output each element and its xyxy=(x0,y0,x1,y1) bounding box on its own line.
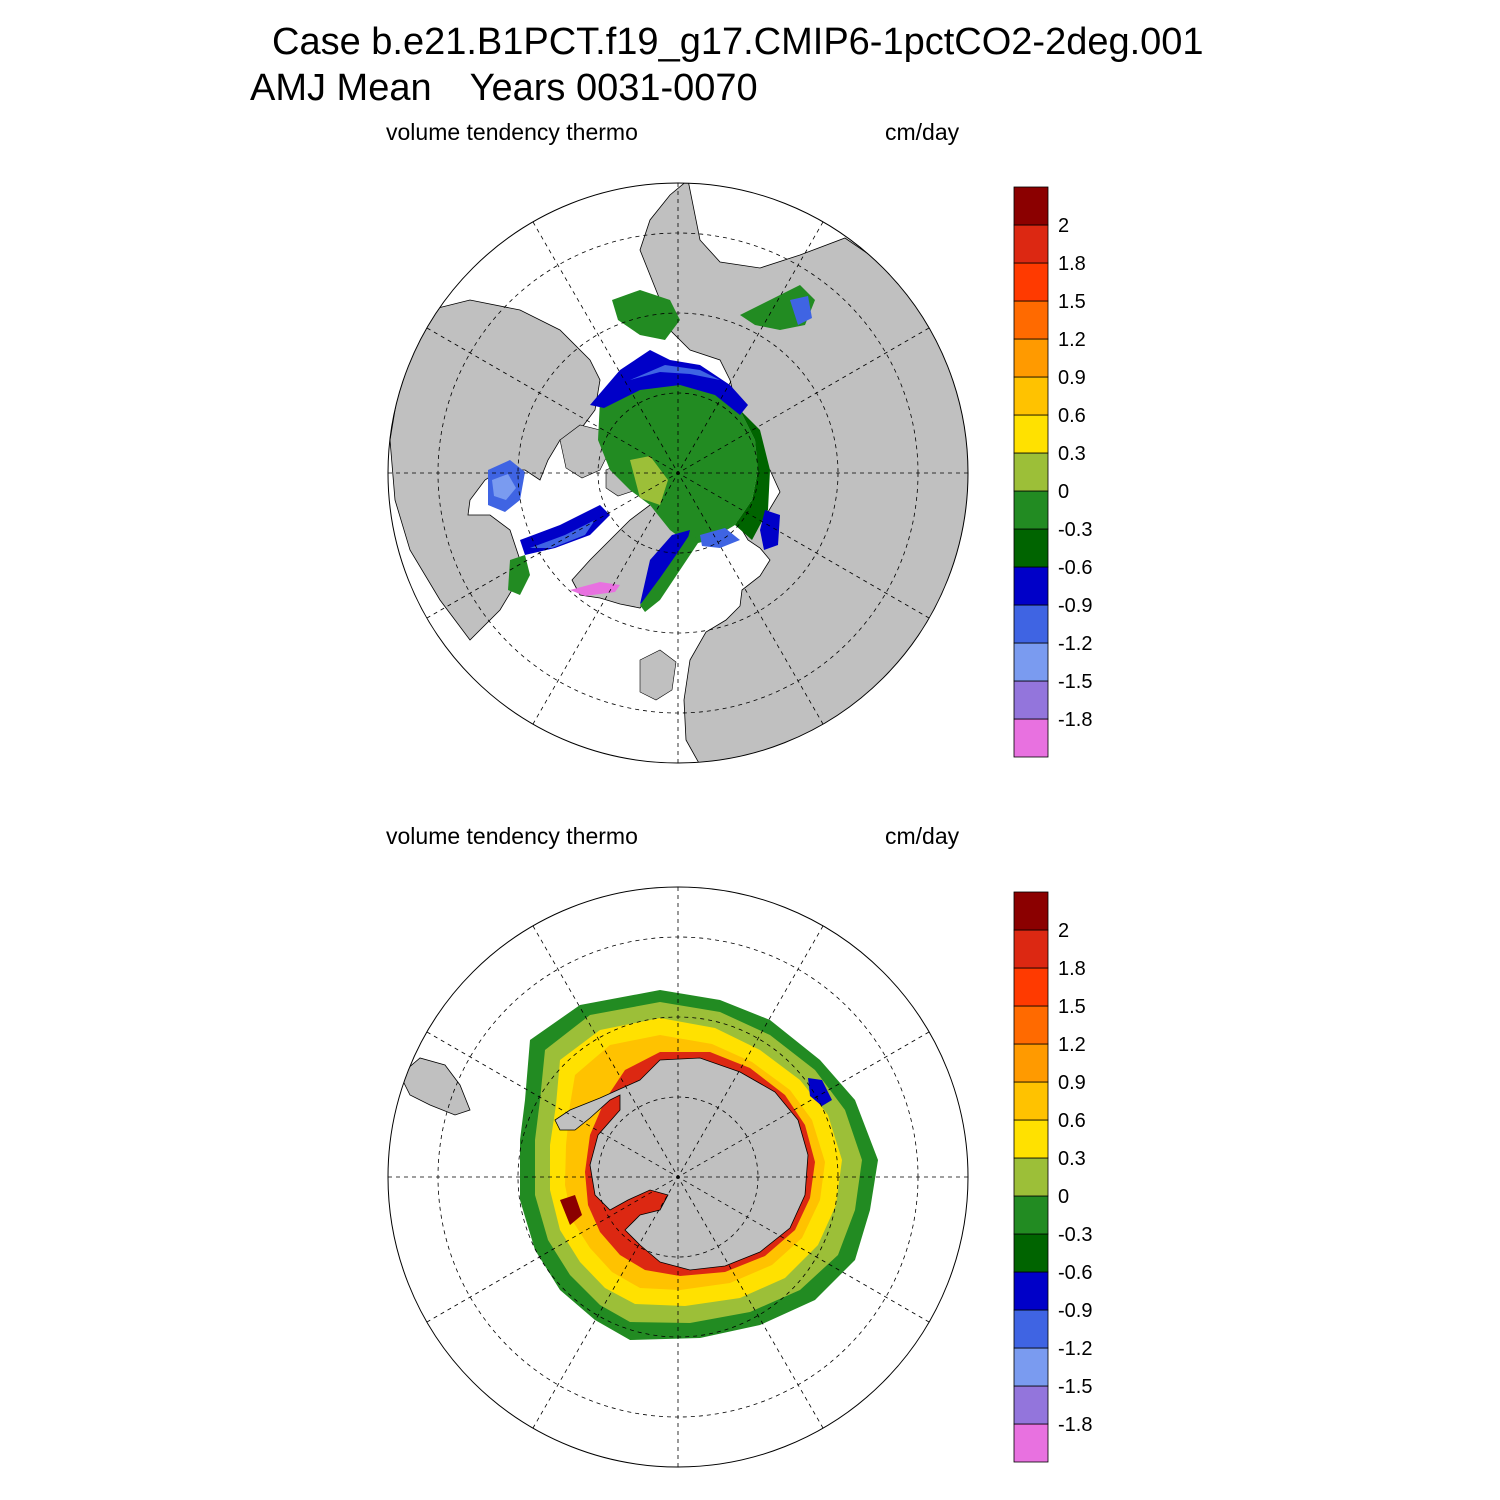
north-graticule xyxy=(388,183,968,763)
south-colorbar-tick-label: 1.5 xyxy=(1058,996,1086,1018)
north-ice-central-arctic xyxy=(598,380,758,545)
south-colorbar-box xyxy=(1013,891,1049,931)
north-colorbar-tick-label: 1.5 xyxy=(1058,291,1086,313)
north-colorbar-box xyxy=(1013,338,1049,378)
north-colorbar-tick-label: -1.2 xyxy=(1058,633,1092,655)
south-units-label: cm/day xyxy=(885,823,960,849)
north-colorbar-box xyxy=(1013,224,1049,264)
south-colorbar-box xyxy=(1013,1157,1049,1197)
north-land-europe-west xyxy=(639,649,677,701)
south-colorbar-box xyxy=(1013,1081,1049,1121)
north-colorbar-tick-label: 0.6 xyxy=(1058,405,1086,427)
north-colorbar-box xyxy=(1013,642,1049,682)
south-colorbar-box xyxy=(1013,1423,1049,1463)
south-map-border xyxy=(387,886,969,1468)
north-colorbar-tick-label: -0.3 xyxy=(1058,519,1092,541)
south-polar-map xyxy=(387,886,969,1468)
north-colorbar-tick-label: 0 xyxy=(1058,481,1069,503)
south-colorbar-box xyxy=(1013,1233,1049,1273)
north-colorbar-box xyxy=(1013,604,1049,644)
north-ice-labrador-green xyxy=(508,555,530,595)
south-colorbar-box xyxy=(1013,1043,1049,1083)
north-ice-east-greenland-green xyxy=(640,534,700,612)
north-colorbar-box xyxy=(1013,414,1049,454)
season-label: AMJ Mean xyxy=(250,67,432,109)
north-ice-east-siberian-green xyxy=(612,290,680,340)
north-ice-lime-patch xyxy=(630,456,668,505)
north-ice-deep-green-rim xyxy=(735,410,770,540)
north-units-label: cm/day xyxy=(885,119,960,145)
south-colorbar-box xyxy=(1013,1347,1049,1387)
south-colorbar-box xyxy=(1013,929,1049,969)
south-colorbar-tick-label: 0.6 xyxy=(1058,1110,1086,1132)
south-colorbar-box xyxy=(1013,1385,1049,1425)
north-ice-siberian-shelf-blue xyxy=(590,350,748,415)
figure-title-line1: Case b.e21.B1PCT.f19_g17.CMIP6-1pctCO2-2… xyxy=(272,21,1204,63)
south-land-antarctica xyxy=(554,1057,809,1271)
south-colorbar-tick-label: -0.3 xyxy=(1058,1224,1092,1246)
south-colorbar-tick-label: 0.3 xyxy=(1058,1148,1086,1170)
south-colorbar-box xyxy=(1013,967,1049,1007)
south-colorbar-tick-label: -1.8 xyxy=(1058,1414,1092,1436)
north-colorbar-tick-label: 0.3 xyxy=(1058,443,1086,465)
north-ice-hudson-lightblue xyxy=(492,474,516,500)
south-colorbar-tick-label: 0.9 xyxy=(1058,1072,1086,1094)
south-colorbar-tick-label: -0.9 xyxy=(1058,1300,1092,1322)
years-label: Years 0031-0070 xyxy=(469,67,758,109)
north-colorbar-box xyxy=(1013,300,1049,340)
figure-title-line2: AMJ Mean Years 0031-0070 xyxy=(250,68,758,108)
north-ice-kara-blue xyxy=(760,510,780,550)
south-colorbar-tick-label: 0 xyxy=(1058,1186,1069,1208)
north-variable-label: volume tendency thermo xyxy=(386,119,638,145)
north-ice-siberian-shelf-lightblue xyxy=(630,365,720,380)
north-colorbar-tick-label: -1.8 xyxy=(1058,709,1092,731)
north-colorbar-tick-label: -0.9 xyxy=(1058,595,1092,617)
south-colorbar: -1.8 -1.5 -1.2 -0.9 -0.6 -0.3 0 0.3 0.6 0.9 1.2 1.5… xyxy=(1013,891,1092,1463)
north-colorbar-box xyxy=(1013,376,1049,416)
north-ice-okhotsk-blue xyxy=(790,296,812,325)
north-colorbar-tick-label: 0.9 xyxy=(1058,367,1086,389)
north-ice-denmark-strait-pink xyxy=(570,582,620,596)
south-colorbar-tick-label: 1.2 xyxy=(1058,1034,1086,1056)
north-colorbar-tick-label: 2 xyxy=(1058,215,1069,237)
south-colorbar-tick-label: 1.8 xyxy=(1058,958,1086,980)
north-map-border xyxy=(387,182,969,764)
north-colorbar-tick-label: 1.8 xyxy=(1058,253,1086,275)
south-colorbar-box xyxy=(1013,1119,1049,1159)
north-ice-baffin-blue xyxy=(520,505,610,555)
south-colorbar-box xyxy=(1013,1195,1049,1235)
north-colorbar-box xyxy=(1013,680,1049,720)
north-ice-baffin-light xyxy=(530,520,595,548)
south-colorbar-tick-label: 2 xyxy=(1058,920,1069,942)
south-land-south-america xyxy=(399,1057,471,1116)
north-colorbar-tick-label: -0.6 xyxy=(1058,557,1092,579)
north-colorbar: -1.8 -1.5 -1.2 -0.9 -0.6 -0.3 0 0.3 0.6 0.9 1.2 1.5… xyxy=(1013,186,1092,758)
north-colorbar-box xyxy=(1013,528,1049,568)
south-colorbar-box xyxy=(1013,1309,1049,1349)
north-polar-map xyxy=(387,182,969,764)
south-ice-darkred-coastal xyxy=(560,1195,582,1225)
south-graticule xyxy=(388,887,968,1467)
north-colorbar-box xyxy=(1013,490,1049,530)
north-colorbar-tick-label: 1.2 xyxy=(1058,329,1086,351)
north-colorbar-box xyxy=(1013,566,1049,606)
south-ice-weddell-blue xyxy=(808,1078,832,1106)
north-colorbar-tick-label: -1.5 xyxy=(1058,671,1092,693)
south-colorbar-tick-label: -1.5 xyxy=(1058,1376,1092,1398)
south-colorbar-box xyxy=(1013,1005,1049,1045)
north-colorbar-box xyxy=(1013,262,1049,302)
north-colorbar-box xyxy=(1013,186,1049,226)
north-colorbar-box xyxy=(1013,452,1049,492)
south-colorbar-tick-label: -0.6 xyxy=(1058,1262,1092,1284)
north-ice-barents-blue xyxy=(700,528,740,548)
north-colorbar-box xyxy=(1013,718,1049,758)
south-variable-label: volume tendency thermo xyxy=(386,823,638,849)
south-colorbar-box xyxy=(1013,1271,1049,1311)
north-ice-east-greenland-blue xyxy=(640,530,690,604)
south-colorbar-tick-label: -1.2 xyxy=(1058,1338,1092,1360)
